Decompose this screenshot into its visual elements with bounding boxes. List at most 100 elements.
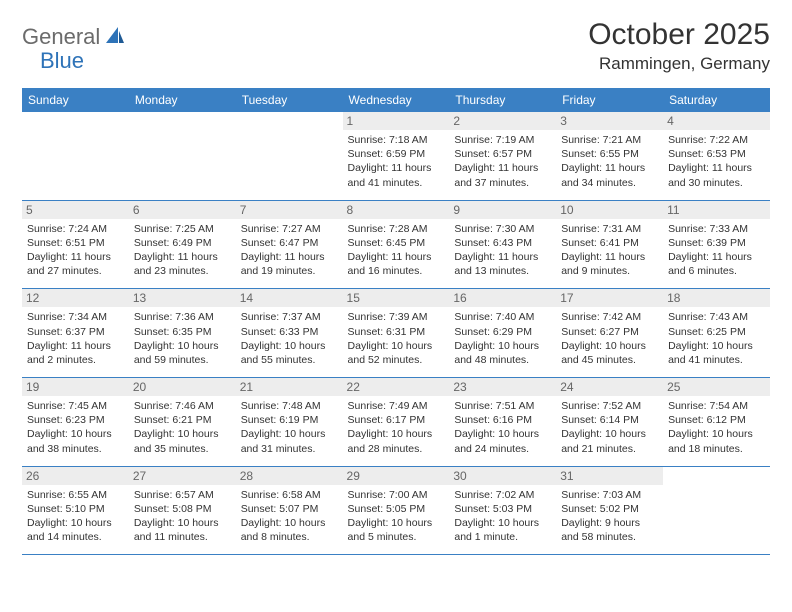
day-header-row: SundayMondayTuesdayWednesdayThursdayFrid… bbox=[22, 88, 770, 112]
day-cell-6: 6Sunrise: 7:25 AMSunset: 6:49 PMDaylight… bbox=[129, 200, 236, 289]
day-details: Sunrise: 7:27 AMSunset: 6:47 PMDaylight:… bbox=[241, 222, 338, 279]
day-number: 27 bbox=[129, 467, 236, 485]
day-cell-4: 4Sunrise: 7:22 AMSunset: 6:53 PMDaylight… bbox=[663, 112, 770, 200]
day-number: 18 bbox=[663, 289, 770, 307]
day-cell-24: 24 Sunrise: 7:52 AMSunset: 6:14 PMDayligh… bbox=[556, 378, 663, 467]
day-cell-17: 17Sunrise: 7:42 AMSunset: 6:27 PMDayligh… bbox=[556, 289, 663, 378]
day-cell-16: 16Sunrise: 7:40 AMSunset: 6:29 PMDayligh… bbox=[449, 289, 556, 378]
day-details: Sunrise: 7:19 AMSunset: 6:57 PMDaylight:… bbox=[454, 133, 551, 190]
logo-text-general: General bbox=[22, 24, 100, 50]
day-details: Sunrise: 7:42 AMSunset: 6:27 PMDaylight:… bbox=[561, 310, 658, 367]
day-cell-30: 30Sunrise: 7:02 AMSunset: 5:03 PMDayligh… bbox=[449, 466, 556, 555]
day-cell-22: 22 Sunrise: 7:49 AMSunset: 6:17 PMDayligh… bbox=[343, 378, 450, 467]
day-details: Sunrise: 7:39 AMSunset: 6:31 PMDaylight:… bbox=[348, 310, 445, 367]
day-cell-29: 29Sunrise: 7:00 AMSunset: 5:05 PMDayligh… bbox=[343, 466, 450, 555]
day-number: 15 bbox=[343, 289, 450, 307]
day-details: Sunrise: 7:46 AMSunset: 6:21 PMDaylight:… bbox=[134, 399, 231, 456]
day-number: 30 bbox=[449, 467, 556, 485]
day-header-friday: Friday bbox=[556, 88, 663, 112]
empty-cell bbox=[22, 112, 129, 200]
day-cell-13: 13 Sunrise: 7:36 AMSunset: 6:35 PMDayligh… bbox=[129, 289, 236, 378]
logo-text-blue: Blue bbox=[40, 48, 84, 74]
day-number: 13 bbox=[129, 289, 236, 307]
header: General October 2025 Rammingen, Germany bbox=[22, 18, 770, 74]
day-cell-9: 9 Sunrise: 7:30 AMSunset: 6:43 PMDaylight… bbox=[449, 200, 556, 289]
day-number: 29 bbox=[343, 467, 450, 485]
day-details: Sunrise: 7:37 AMSunset: 6:33 PMDaylight:… bbox=[241, 310, 338, 367]
day-header-tuesday: Tuesday bbox=[236, 88, 343, 112]
day-number: 11 bbox=[663, 201, 770, 219]
day-number: 3 bbox=[556, 112, 663, 130]
day-details: Sunrise: 7:34 AMSunset: 6:37 PMDaylight:… bbox=[27, 310, 124, 367]
day-details: Sunrise: 7:51 AMSunset: 6:16 PMDaylight:… bbox=[454, 399, 551, 456]
day-cell-27: 27 Sunrise: 6:57 AMSunset: 5:08 PMDayligh… bbox=[129, 466, 236, 555]
day-number: 12 bbox=[22, 289, 129, 307]
day-details: Sunrise: 7:22 AMSunset: 6:53 PMDaylight:… bbox=[668, 133, 765, 190]
day-cell-18: 18 Sunrise: 7:43 AMSunset: 6:25 PMDayligh… bbox=[663, 289, 770, 378]
day-cell-10: 10Sunrise: 7:31 AMSunset: 6:41 PMDayligh… bbox=[556, 200, 663, 289]
day-number: 20 bbox=[129, 378, 236, 396]
day-cell-7: 7Sunrise: 7:27 AMSunset: 6:47 PMDaylight… bbox=[236, 200, 343, 289]
week-row: 26Sunrise: 6:55 AMSunset: 5:10 PMDayligh… bbox=[22, 466, 770, 555]
day-number: 31 bbox=[556, 467, 663, 485]
day-details: Sunrise: 7:49 AMSunset: 6:17 PMDaylight:… bbox=[348, 399, 445, 456]
day-cell-25: 25 Sunrise: 7:54 AMSunset: 6:12 PMDayligh… bbox=[663, 378, 770, 467]
empty-cell bbox=[129, 112, 236, 200]
day-details: Sunrise: 7:40 AMSunset: 6:29 PMDaylight:… bbox=[454, 310, 551, 367]
day-header-sunday: Sunday bbox=[22, 88, 129, 112]
day-details: Sunrise: 7:31 AMSunset: 6:41 PMDaylight:… bbox=[561, 222, 658, 279]
week-row: 12 Sunrise: 7:34 AMSunset: 6:37 PMDayligh… bbox=[22, 289, 770, 378]
day-details: Sunrise: 7:48 AMSunset: 6:19 PMDaylight:… bbox=[241, 399, 338, 456]
day-details: Sunrise: 7:24 AMSunset: 6:51 PMDaylight:… bbox=[27, 222, 124, 279]
day-cell-8: 8Sunrise: 7:28 AMSunset: 6:45 PMDaylight… bbox=[343, 200, 450, 289]
day-number: 2 bbox=[449, 112, 556, 130]
empty-cell bbox=[236, 112, 343, 200]
day-cell-11: 11 Sunrise: 7:33 AMSunset: 6:39 PMDayligh… bbox=[663, 200, 770, 289]
day-cell-23: 23 Sunrise: 7:51 AMSunset: 6:16 PMDayligh… bbox=[449, 378, 556, 467]
day-number: 26 bbox=[22, 467, 129, 485]
day-number: 23 bbox=[449, 378, 556, 396]
day-cell-31: 31 Sunrise: 7:03 AMSunset: 5:02 PMDayligh… bbox=[556, 466, 663, 555]
day-number: 19 bbox=[22, 378, 129, 396]
day-details: Sunrise: 7:54 AMSunset: 6:12 PMDaylight:… bbox=[668, 399, 765, 456]
day-details: Sunrise: 7:03 AMSunset: 5:02 PMDaylight:… bbox=[561, 488, 658, 545]
day-number: 24 bbox=[556, 378, 663, 396]
week-row: 5 Sunrise: 7:24 AMSunset: 6:51 PMDaylight… bbox=[22, 200, 770, 289]
day-number: 21 bbox=[236, 378, 343, 396]
logo-blue-line: Blue bbox=[40, 48, 84, 74]
day-header-saturday: Saturday bbox=[663, 88, 770, 112]
day-number: 28 bbox=[236, 467, 343, 485]
day-header-thursday: Thursday bbox=[449, 88, 556, 112]
day-number: 9 bbox=[449, 201, 556, 219]
day-details: Sunrise: 7:52 AMSunset: 6:14 PMDaylight:… bbox=[561, 399, 658, 456]
day-details: Sunrise: 7:36 AMSunset: 6:35 PMDaylight:… bbox=[134, 310, 231, 367]
logo-sail-icon bbox=[104, 25, 126, 50]
day-cell-2: 2 Sunrise: 7:19 AMSunset: 6:57 PMDaylight… bbox=[449, 112, 556, 200]
day-number: 14 bbox=[236, 289, 343, 307]
day-number: 5 bbox=[22, 201, 129, 219]
day-cell-3: 3 Sunrise: 7:21 AMSunset: 6:55 PMDaylight… bbox=[556, 112, 663, 200]
calendar-table: SundayMondayTuesdayWednesdayThursdayFrid… bbox=[22, 88, 770, 555]
day-cell-15: 15 Sunrise: 7:39 AMSunset: 6:31 PMDayligh… bbox=[343, 289, 450, 378]
page-title: October 2025 bbox=[588, 18, 770, 52]
day-details: Sunrise: 6:57 AMSunset: 5:08 PMDaylight:… bbox=[134, 488, 231, 545]
day-details: Sunrise: 7:28 AMSunset: 6:45 PMDaylight:… bbox=[348, 222, 445, 279]
day-details: Sunrise: 7:43 AMSunset: 6:25 PMDaylight:… bbox=[668, 310, 765, 367]
day-cell-1: 1Sunrise: 7:18 AMSunset: 6:59 PMDaylight… bbox=[343, 112, 450, 200]
day-number: 25 bbox=[663, 378, 770, 396]
day-cell-5: 5 Sunrise: 7:24 AMSunset: 6:51 PMDaylight… bbox=[22, 200, 129, 289]
day-details: Sunrise: 7:30 AMSunset: 6:43 PMDaylight:… bbox=[454, 222, 551, 279]
day-cell-28: 28 Sunrise: 6:58 AMSunset: 5:07 PMDayligh… bbox=[236, 466, 343, 555]
day-header-wednesday: Wednesday bbox=[343, 88, 450, 112]
logo: General bbox=[22, 24, 128, 50]
day-details: Sunrise: 7:45 AMSunset: 6:23 PMDaylight:… bbox=[27, 399, 124, 456]
day-details: Sunrise: 7:33 AMSunset: 6:39 PMDaylight:… bbox=[668, 222, 765, 279]
day-cell-12: 12 Sunrise: 7:34 AMSunset: 6:37 PMDayligh… bbox=[22, 289, 129, 378]
empty-cell bbox=[663, 466, 770, 555]
day-details: Sunrise: 7:18 AMSunset: 6:59 PMDaylight:… bbox=[348, 133, 445, 190]
week-row: 1Sunrise: 7:18 AMSunset: 6:59 PMDaylight… bbox=[22, 112, 770, 200]
day-details: Sunrise: 6:58 AMSunset: 5:07 PMDaylight:… bbox=[241, 488, 338, 545]
day-details: Sunrise: 7:21 AMSunset: 6:55 PMDaylight:… bbox=[561, 133, 658, 190]
day-details: Sunrise: 7:25 AMSunset: 6:49 PMDaylight:… bbox=[134, 222, 231, 279]
day-number: 22 bbox=[343, 378, 450, 396]
